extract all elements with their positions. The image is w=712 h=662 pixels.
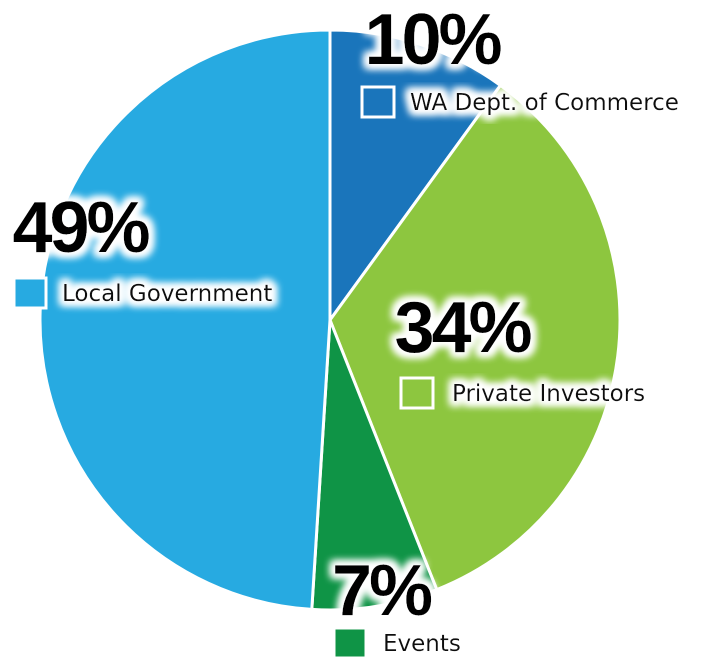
legend-swatch [399, 376, 435, 410]
legend-label: Events [383, 631, 461, 657]
value-label: 10% [364, 0, 501, 80]
legend-label: WA Dept. of Commerce [410, 90, 679, 116]
legend-label: Local Government [62, 281, 272, 307]
legend-swatch [360, 85, 396, 119]
value-label: 49% [12, 188, 149, 268]
pie-slice [310, 319, 439, 612]
value-label: 34% [394, 288, 531, 368]
legend-label: Private Investors [452, 381, 645, 407]
pie-slice [328, 83, 622, 592]
legend-swatch [332, 626, 368, 660]
value-label: 7% [332, 551, 432, 631]
pie-slice [38, 28, 332, 612]
legend-swatch [12, 276, 48, 310]
